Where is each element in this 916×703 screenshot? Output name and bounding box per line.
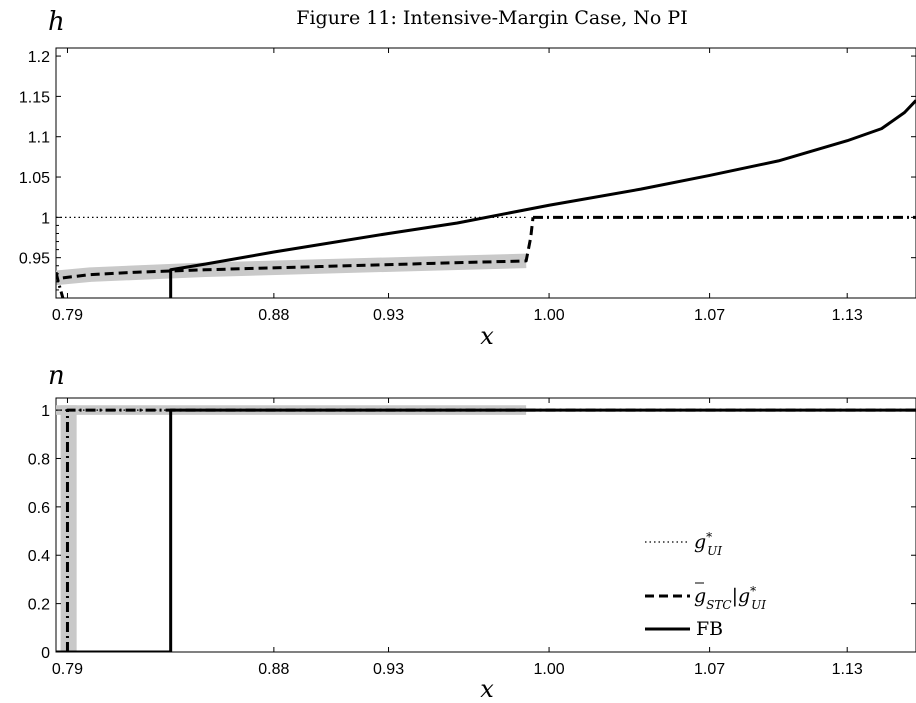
bottom-xtick-label: 0.93 <box>373 661 404 678</box>
bottom-xtick-label: 1.13 <box>832 661 863 678</box>
bottom-panel: n 0 0.2 0.4 0.6 0.8 1 0.79 0.88 0.93 1.00 1.07 1.1… <box>28 361 916 703</box>
legend-label-g-stc: gSTC|g* UI <box>694 584 766 612</box>
top-xlabel: x <box>480 322 494 350</box>
bottom-ytick-label: 0.6 <box>28 500 50 517</box>
top-ylabel: h <box>48 7 65 37</box>
bottom-xtick-label: 0.79 <box>52 661 83 678</box>
bottom-series-g_STC-1 <box>65 408 916 652</box>
bottom-xtick-label: 1.07 <box>694 661 725 678</box>
bottom-ytick-label: 1 <box>41 403 50 420</box>
bottom-xtick-label: 0.88 <box>258 661 289 678</box>
top-series-g_STC-1 <box>56 271 65 298</box>
top-y-ticks: 0.95 1 1.05 1.1 1.15 1.2 <box>19 49 916 291</box>
top-x-ticks: 0.79 0.88 0.93 1.00 1.07 1.13 <box>52 48 863 324</box>
bottom-plot-content <box>56 405 916 652</box>
bottom-ylabel: n <box>48 361 65 391</box>
bottom-ytick-label: 0.2 <box>28 597 50 614</box>
bottom-y-ticks: 0 0.2 0.4 0.6 0.8 1 <box>28 403 916 662</box>
bottom-xlabel: x <box>480 675 494 703</box>
top-ytick-label: 1 <box>41 210 50 227</box>
top-xtick-label: 1.13 <box>832 307 863 324</box>
figure-title: Figure 11: Intensive-Margin Case, No PI <box>296 7 687 29</box>
bottom-series-FB-2 <box>56 408 916 652</box>
top-xtick-label: 0.88 <box>258 307 289 324</box>
top-ytick-label: 1.2 <box>28 49 50 66</box>
top-xtick-label: 1.00 <box>533 307 564 324</box>
top-ytick-label: 0.95 <box>19 251 50 268</box>
bottom-plot-area <box>55 397 916 653</box>
top-series-g_STC-2 <box>62 217 535 280</box>
bottom-xtick-label: 1.00 <box>533 661 564 678</box>
top-ytick-label: 1.1 <box>28 130 50 147</box>
bottom-ytick-label: 0 <box>41 645 50 662</box>
bottom-ytick-label: 0.4 <box>28 548 50 565</box>
top-plot-area <box>55 47 916 299</box>
bottom-x-ticks: 0.79 0.88 0.93 1.00 1.07 1.13 <box>52 398 863 678</box>
legend-label-g-ui: g* UI <box>694 530 722 558</box>
top-series-FB-4 <box>169 99 916 298</box>
bottom-ytick-label: 0.8 <box>28 451 50 468</box>
top-panel: h 0.95 1 1.05 1.1 1.15 1.2 0.79 0.88 0.93 1.00 1.… <box>19 7 916 350</box>
top-xtick-label: 1.07 <box>694 307 725 324</box>
top-xtick-label: 0.79 <box>52 307 83 324</box>
top-ytick-label: 1.05 <box>19 170 50 187</box>
legend: g* UI gSTC|g* UI FB <box>645 530 766 640</box>
top-xtick-label: 0.93 <box>373 307 404 324</box>
top-plot-content <box>56 99 916 298</box>
top-ytick-label: 1.15 <box>19 89 50 106</box>
legend-label-fb: FB <box>696 618 723 640</box>
